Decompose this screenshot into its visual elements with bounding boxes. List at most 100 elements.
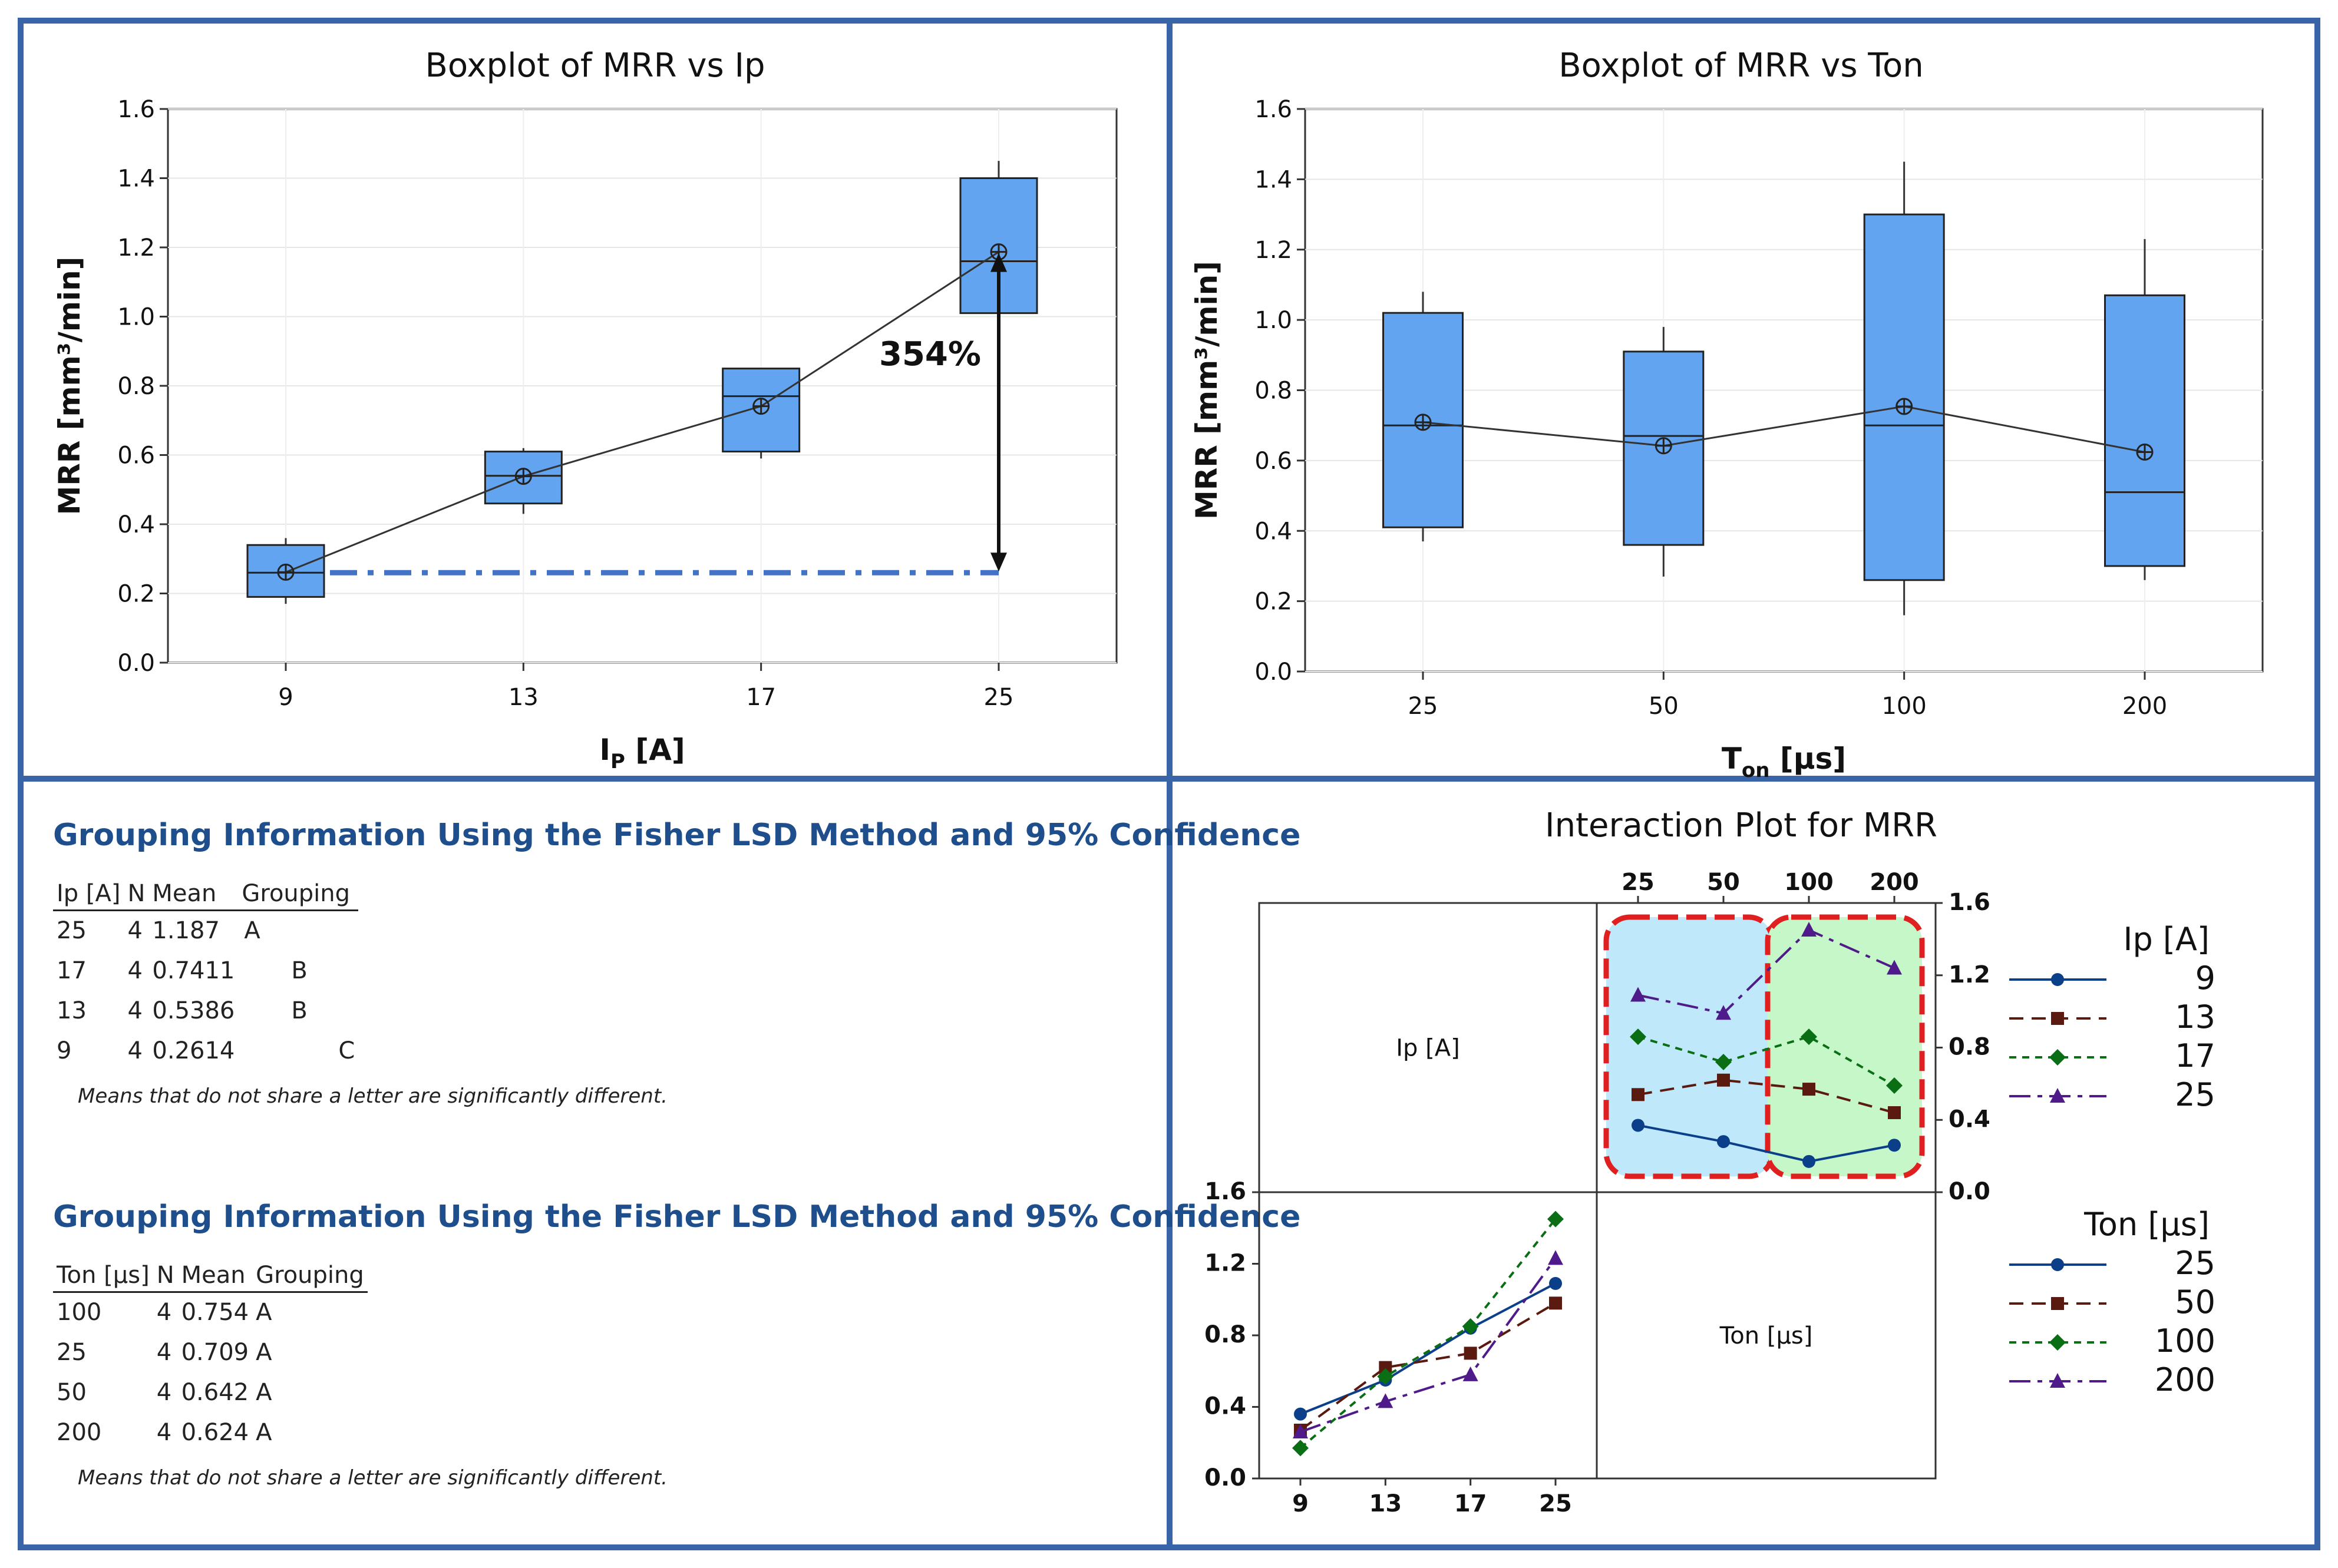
bottom-x-tick-label: 17 [1454, 1490, 1487, 1517]
cell: 200 [57, 1419, 102, 1446]
col-header: Grouping [252, 1262, 368, 1293]
data-point [1888, 1139, 1901, 1152]
mean-marker [752, 398, 770, 415]
cell: 13 [57, 997, 87, 1024]
series-line-ip-9 [1637, 1124, 1895, 1163]
table-row: 50 4 0.642 A [53, 1373, 368, 1413]
top-x-tick-label: 50 [1707, 869, 1740, 896]
cell: 0.7411 [152, 957, 235, 984]
grouping-table: Ton [µs] N Mean Grouping 100 4 0.754 A 25 4 0… [53, 1262, 368, 1453]
cell: 0.754 [181, 1299, 249, 1326]
cell: 100 [57, 1299, 102, 1326]
series-line-ton-100 [1299, 1218, 1557, 1449]
cell: B [291, 957, 308, 984]
data-point [1549, 1276, 1562, 1290]
legend-label: 200 [2155, 1361, 2215, 1398]
chart-title: Boxplot of MRR vs Ip [425, 47, 765, 85]
y-axis-label: MRR [mm³/min] [52, 256, 87, 515]
cell: 4 [156, 1339, 172, 1366]
y-tick-label: 0.0 [117, 650, 155, 677]
box [1863, 213, 1945, 581]
left-y-tick-label: 1.6 [1204, 1178, 1246, 1205]
chart-title: Interaction Plot for MRR [1545, 806, 1937, 845]
col-header: Mean [177, 1262, 253, 1293]
data-point [2051, 1258, 2064, 1271]
y-tick-label: 1.2 [117, 234, 155, 262]
y-axis-label: MRR [mm³/min] [1190, 261, 1224, 520]
x-tick-label: 25 [984, 684, 1014, 711]
right-y-tick-label: 1.6 [1949, 889, 1990, 916]
data-point [2050, 1373, 2065, 1388]
mean-marker [1414, 413, 1432, 431]
data-point [1377, 1368, 1394, 1385]
data-point [1292, 1440, 1309, 1457]
cell: 4 [127, 1037, 143, 1064]
right-y-tick-label: 0.8 [1949, 1034, 1990, 1061]
data-point [1630, 987, 1646, 1002]
cell: A [256, 1339, 272, 1366]
data-point [2050, 1088, 2065, 1103]
data-point [1801, 922, 1817, 937]
significance-note: Means that do not share a letter are sig… [78, 1466, 668, 1490]
y-tick-label: 0.2 [1254, 588, 1292, 616]
y-tick-label: 0.0 [1254, 659, 1292, 686]
col-header: Ip [A] [53, 880, 124, 911]
col-header: Grouping [238, 880, 359, 911]
cell: 4 [156, 1379, 172, 1406]
y-tick-label: 1.6 [1254, 96, 1292, 123]
y-tick-label: 1.4 [1254, 166, 1292, 193]
table-row: 9 4 0.2614 C [53, 1031, 358, 1071]
grouping-ton-section: Grouping Information Using the Fisher LS… [53, 1199, 1301, 1490]
data-point [1802, 1083, 1815, 1096]
legend-label: 17 [2175, 1037, 2215, 1074]
legend-title: Ton [µs] [2083, 1206, 2210, 1243]
col-header: N [124, 880, 149, 911]
top-x-tick-label: 100 [1784, 869, 1834, 896]
legend-label: 25 [2175, 1245, 2215, 1282]
grouping-title: Grouping Information Using the Fisher LS… [53, 818, 1301, 853]
data-point [1464, 1347, 1477, 1360]
highlight-box-high-ton [1765, 914, 1925, 1179]
right-y-tick-label: 1.2 [1949, 961, 1990, 988]
legend-label: 13 [2175, 998, 2215, 1036]
data-point [1632, 1119, 1644, 1132]
x-tick-label: 9 [278, 684, 293, 711]
cell: 50 [57, 1379, 87, 1406]
table-row: 200 4 0.624 A [53, 1413, 368, 1453]
diagonal-label-ip: Ip [A] [1396, 1035, 1459, 1062]
y-tick-label: 1.0 [117, 304, 155, 331]
cell: B [291, 997, 308, 1024]
cell: A [256, 1419, 272, 1446]
cell: 4 [127, 917, 143, 944]
cell: 0.642 [181, 1379, 249, 1406]
x-axis-label: Ton [µs] [1722, 742, 1846, 782]
legend-label: 100 [2155, 1322, 2215, 1359]
cell: A [256, 1299, 272, 1326]
diagonal-label-ton: Ton [µs] [1719, 1322, 1813, 1349]
bottom-x-tick-label: 9 [1292, 1490, 1309, 1517]
cell: C [338, 1037, 355, 1064]
table-row: 17 4 0.7411 B [53, 951, 358, 991]
series-line-ton-200 [1300, 1258, 1557, 1433]
legend-label: 25 [2175, 1076, 2215, 1113]
left-y-tick-label: 0.4 [1204, 1393, 1246, 1420]
y-tick-label: 0.2 [117, 581, 155, 608]
mean-marker [277, 563, 295, 581]
mean-marker [2136, 444, 2154, 461]
data-point [1630, 1028, 1646, 1046]
arrow-head-up [990, 253, 1007, 272]
left-y-tick-label: 0.0 [1204, 1464, 1246, 1491]
grouping-title: Grouping Information Using the Fisher LS… [53, 1199, 1301, 1235]
data-point [1548, 1250, 1563, 1265]
y-tick-label: 0.8 [117, 373, 155, 400]
col-header: Mean [148, 880, 239, 911]
vertical-divider [1167, 18, 1173, 1550]
cell: A [244, 917, 260, 944]
y-tick-label: 1.4 [117, 166, 155, 193]
cell: 0.2614 [152, 1037, 235, 1064]
bottom-x-tick-label: 25 [1539, 1490, 1572, 1517]
data-point [1887, 960, 1902, 975]
cell: 0.624 [181, 1419, 249, 1446]
